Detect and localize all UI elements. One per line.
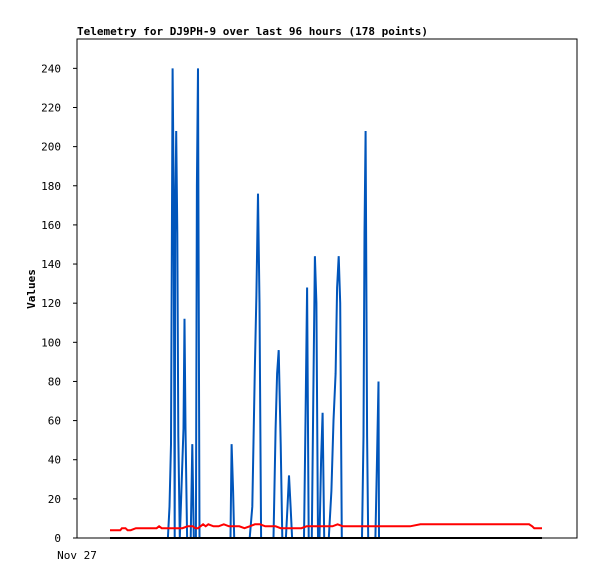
y-tick-label: 40 — [48, 454, 61, 467]
y-tick-label: 140 — [41, 258, 61, 271]
series-line-2 — [110, 523, 542, 532]
x-tick-label: Nov 27 — [57, 549, 97, 562]
x-axis: Nov 27 — [57, 549, 97, 562]
y-tick-label: 200 — [41, 141, 61, 154]
y-tick-label: 220 — [41, 101, 61, 114]
y-tick-label: 60 — [48, 415, 61, 428]
y-tick-label: 20 — [48, 493, 61, 506]
series-layer — [110, 68, 542, 539]
y-axis-label: Values — [25, 269, 38, 309]
y-tick-label: 80 — [48, 375, 61, 388]
y-tick-label: 240 — [41, 62, 61, 75]
series-line-1 — [110, 68, 542, 539]
chart-title: Telemetry for DJ9PH-9 over last 96 hours… — [77, 25, 428, 38]
y-tick-label: 100 — [41, 336, 61, 349]
y-tick-label: 180 — [41, 180, 61, 193]
y-axis: 0 20 40 60 80 100 120 140 160 180 200 220 240 — [41, 62, 77, 545]
y-tick-label: 160 — [41, 219, 61, 232]
plot-area — [76, 38, 578, 539]
y-tick-label: 0 — [54, 532, 61, 545]
y-tick-label: 120 — [41, 297, 61, 310]
